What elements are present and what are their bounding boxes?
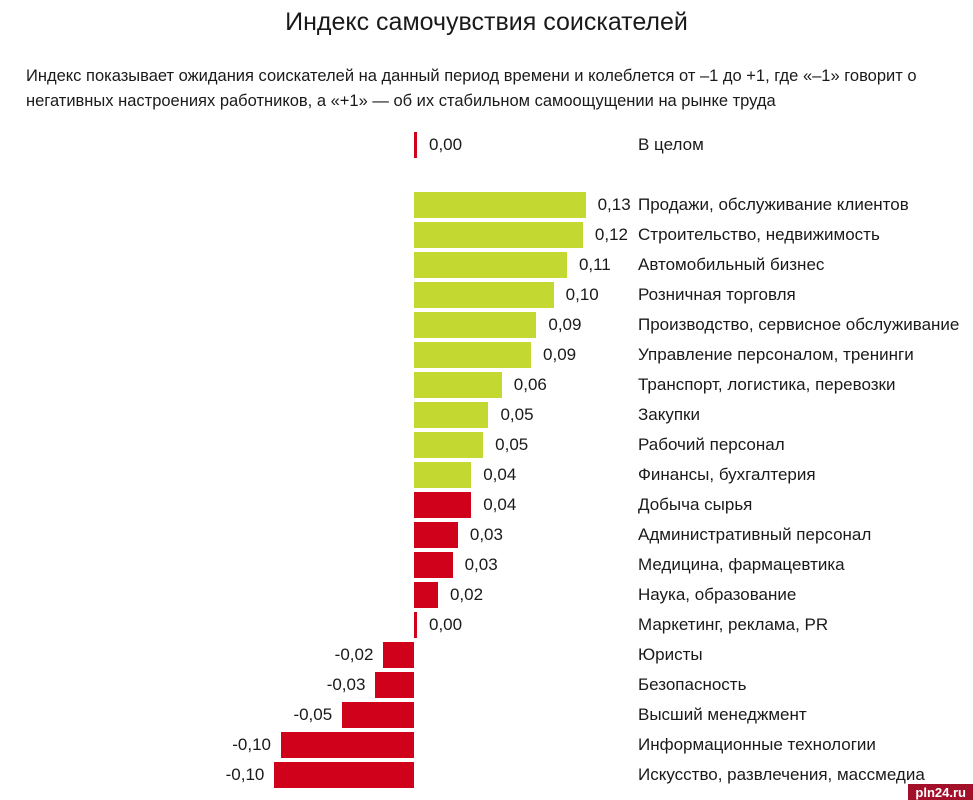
category-label: Добыча сырья (638, 495, 753, 514)
category-label: Автомобильный бизнес (638, 255, 825, 274)
data-label: 0,00 (429, 615, 463, 634)
category-label: Закупки (638, 405, 700, 424)
bar (414, 432, 484, 458)
bar (414, 312, 537, 338)
data-label: 0,10 (565, 285, 599, 304)
bar (274, 762, 414, 788)
watermark-logo: pln24.ru (908, 784, 973, 800)
data-label: 0,12 (594, 225, 628, 244)
category-label: Рабочий персонал (638, 435, 785, 454)
category-label: Высший менеджмент (638, 705, 807, 724)
data-label: 0,03 (464, 555, 498, 574)
data-label: 0,04 (483, 495, 517, 514)
category-label: Транспорт, логистика, перевозки (638, 375, 896, 394)
bar (414, 402, 489, 428)
category-label: Управление персоналом, тренинги (638, 345, 914, 364)
category-label: Финансы, бухгалтерия (638, 465, 816, 484)
bar (414, 252, 567, 278)
data-label: 0,02 (449, 585, 484, 604)
bar (414, 492, 472, 518)
data-label: 0,13 (597, 195, 631, 214)
bar (383, 642, 414, 668)
data-label: -0,05 (293, 705, 333, 724)
bar (414, 372, 502, 398)
category-label: Маркетинг, реклама, PR (638, 615, 829, 634)
bar (375, 672, 414, 698)
bar (414, 192, 586, 218)
category-label: Розничная торговля (638, 285, 796, 304)
category-label: Юристы (638, 645, 703, 664)
data-label: 0,04 (483, 465, 517, 484)
data-label: 0,03 (469, 525, 503, 544)
data-label: 0,05 (495, 435, 529, 454)
category-label: Административный персонал (638, 525, 872, 544)
bar (414, 282, 554, 308)
data-label: 0,09 (548, 315, 582, 334)
data-label: 0,09 (543, 345, 577, 364)
data-label: -0,10 (232, 735, 271, 754)
category-label: В целом (638, 135, 704, 154)
data-label: 0,11 (578, 255, 611, 274)
category-label: Искусство, развлечения, массмедиа (638, 765, 925, 784)
data-label: -0,10 (225, 765, 265, 784)
category-label: Строительство, недвижимость (638, 225, 880, 244)
data-label: -0,02 (334, 645, 374, 664)
bar (414, 552, 453, 578)
category-label: Наука, образование (638, 585, 797, 604)
bar (414, 222, 583, 248)
data-label: 0,00 (429, 135, 463, 154)
category-label: Продажи, обслуживание клиентов (638, 195, 909, 214)
data-label: -0,03 (326, 675, 366, 694)
data-label: 0,06 (513, 375, 547, 394)
bar (414, 342, 532, 368)
bar (414, 132, 417, 158)
category-label: Производство, сервисное обслуживание (638, 315, 960, 334)
bar (414, 462, 472, 488)
chart-subtitle: Индекс показывает ожидания соискателей н… (26, 67, 917, 110)
chart-title: Индекс самочувствия соискателей (285, 8, 688, 36)
bar (342, 702, 414, 728)
bar (281, 732, 414, 758)
category-label: Информационные технологии (638, 735, 876, 754)
bar (414, 522, 458, 548)
bar (414, 612, 417, 638)
category-label: Медицина, фармацевтика (638, 555, 845, 574)
bar (414, 582, 438, 608)
category-label: Безопасность (638, 675, 747, 694)
data-label: 0,05 (500, 405, 534, 424)
